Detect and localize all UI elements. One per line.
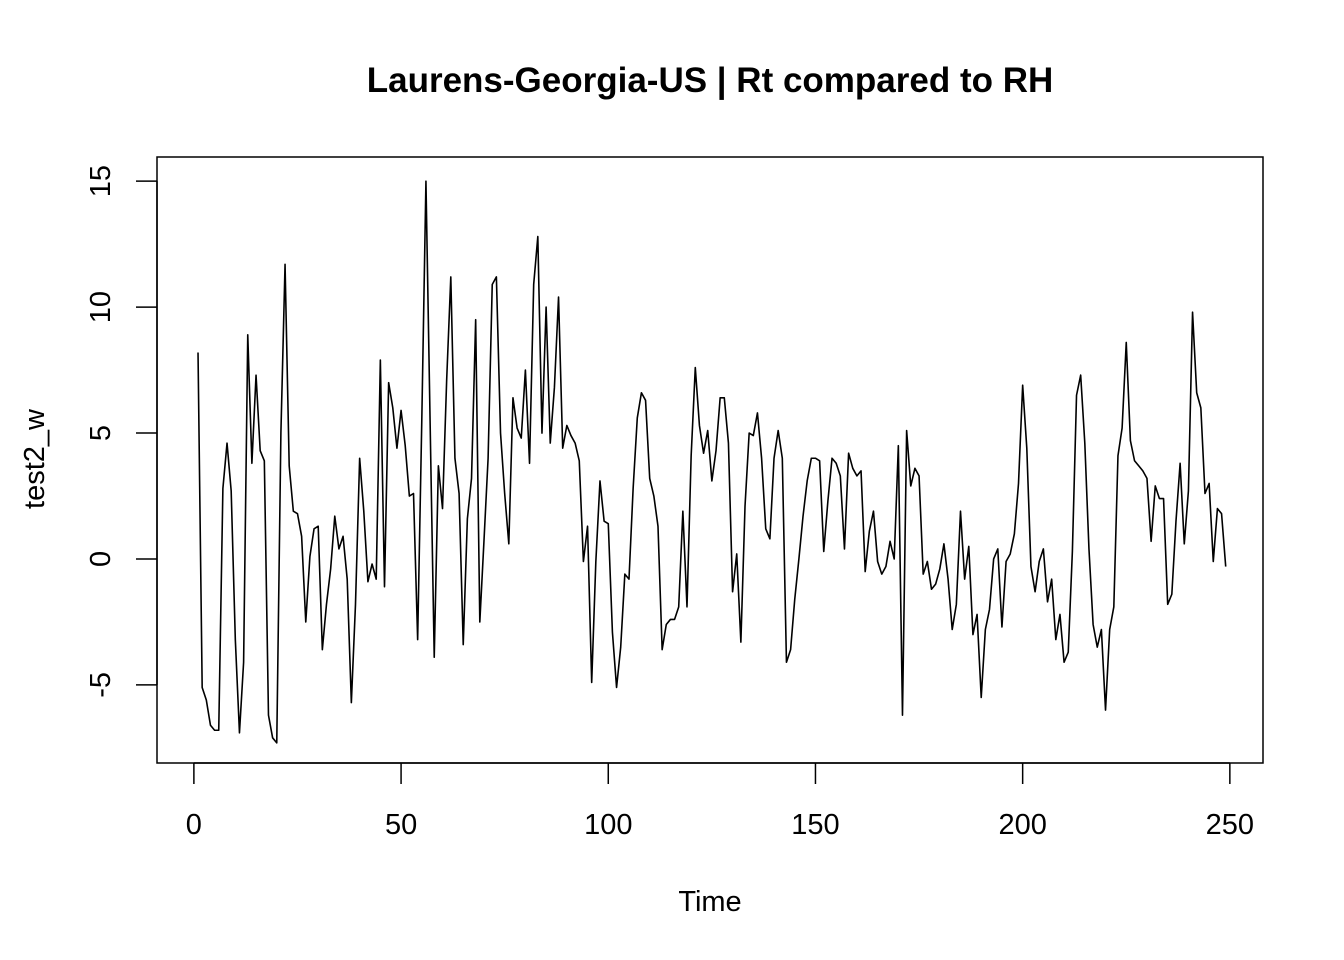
series-group bbox=[197, 180, 1227, 744]
x-tick-label: 0 bbox=[186, 809, 202, 841]
y-tick-label: 15 bbox=[85, 165, 117, 197]
y-tick-label: 10 bbox=[85, 291, 117, 323]
y-tick-label: -5 bbox=[85, 672, 117, 698]
y-axis-label: test2_w bbox=[19, 408, 51, 509]
y-axis: -5 0 5 10 15 bbox=[85, 165, 158, 698]
x-axis-label: Time bbox=[678, 886, 741, 918]
chart-title: Laurens-Georgia-US | Rt compared to RH bbox=[367, 61, 1054, 100]
x-tick-label: 100 bbox=[584, 809, 632, 841]
series-line bbox=[197, 180, 1227, 744]
x-tick-label: 50 bbox=[385, 809, 417, 841]
x-tick-label: 150 bbox=[791, 809, 839, 841]
y-tick-label: 0 bbox=[85, 551, 117, 567]
x-tick-label: 250 bbox=[1206, 809, 1254, 841]
x-tick-label: 200 bbox=[998, 809, 1046, 841]
y-tick-label: 5 bbox=[85, 425, 117, 441]
x-axis: 0 50 100 150 200 250 bbox=[186, 762, 1254, 841]
